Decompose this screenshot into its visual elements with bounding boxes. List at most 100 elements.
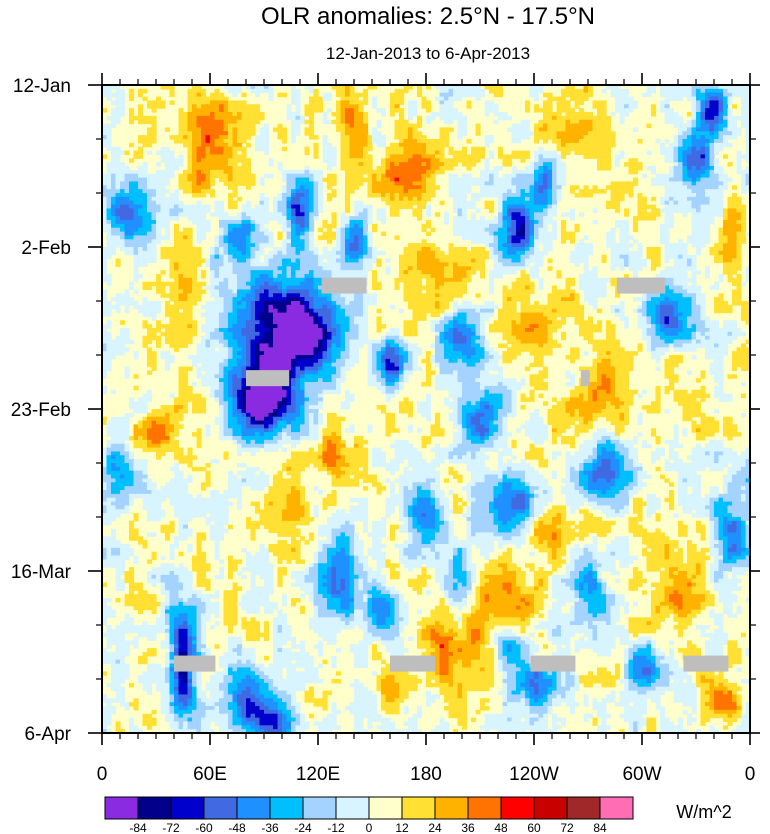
anomaly-cell — [426, 362, 432, 368]
anomaly-cell — [439, 304, 450, 310]
anomaly-cell — [475, 127, 481, 132]
anomaly-cell — [435, 335, 441, 341]
anomaly-cell — [147, 331, 157, 337]
anomaly-cell — [282, 223, 288, 229]
anomaly-cell — [489, 250, 495, 256]
anomaly-cell — [732, 351, 750, 356]
anomaly-cell — [318, 200, 324, 206]
anomaly-cell — [628, 266, 643, 271]
anomaly-cell — [511, 393, 517, 399]
anomaly-cell — [705, 104, 711, 109]
anomaly-cell — [399, 270, 405, 275]
anomaly-cell — [187, 96, 229, 102]
anomaly-cell — [228, 370, 243, 375]
anomaly-cell — [273, 474, 283, 480]
anomaly-field — [102, 85, 750, 733]
anomaly-cell — [129, 493, 193, 499]
anomaly-cell — [448, 193, 468, 198]
anomaly-cell — [237, 439, 247, 445]
anomaly-cell — [322, 266, 342, 271]
anomaly-cell — [174, 347, 180, 352]
anomaly-cell — [367, 382, 382, 387]
anomaly-cell — [529, 362, 544, 368]
anomaly-cell — [232, 405, 238, 410]
anomaly-cell — [376, 316, 382, 321]
anomaly-cell — [291, 119, 306, 125]
anomaly-cell — [417, 254, 436, 260]
anomaly-cell — [250, 416, 256, 422]
anomaly-cell — [286, 200, 292, 206]
anomaly-cell — [570, 474, 580, 480]
anomaly-cell — [129, 112, 135, 117]
anomaly-cell — [507, 127, 531, 132]
anomaly-cell — [385, 466, 400, 472]
anomaly-cell — [147, 428, 166, 433]
anomaly-cell — [651, 347, 657, 352]
anomaly-cell — [457, 123, 468, 129]
anomaly-cell — [664, 324, 679, 329]
anomaly-cell — [178, 185, 193, 190]
anomaly-cell — [273, 208, 279, 213]
anomaly-cell — [408, 243, 436, 248]
anomaly-cell — [372, 96, 378, 102]
anomaly-cell — [237, 312, 252, 318]
anomaly-cell — [210, 266, 220, 271]
anomaly-cell — [399, 308, 405, 314]
anomaly-cell — [178, 108, 184, 113]
anomaly-cell — [579, 366, 598, 372]
anomaly-cell — [147, 389, 153, 395]
anomaly-cell — [426, 108, 432, 113]
anomaly-cell — [637, 304, 643, 310]
anomaly-cell — [678, 139, 684, 144]
anomaly-cell — [475, 131, 481, 136]
anomaly-cell — [246, 362, 252, 368]
anomaly-cell — [610, 181, 639, 186]
anomaly-cell — [709, 544, 715, 549]
anomaly-cell — [520, 528, 531, 534]
anomaly-cell — [169, 92, 175, 98]
anomaly-cell — [219, 227, 225, 233]
anomaly-cell — [610, 378, 616, 383]
anomaly-cell — [421, 513, 427, 518]
anomaly-cell — [349, 520, 355, 526]
anomaly-cell — [214, 204, 225, 210]
anomaly-cell — [219, 216, 243, 221]
anomaly-cell — [687, 455, 715, 460]
anomaly-cell — [462, 513, 472, 518]
anomaly-cell — [403, 297, 454, 302]
anomaly-cell — [741, 173, 747, 179]
anomaly-cell — [727, 235, 738, 240]
anomaly-cell — [570, 239, 576, 244]
anomaly-cell — [309, 100, 324, 105]
anomaly-cell — [358, 258, 364, 264]
anomaly-cell — [619, 239, 630, 244]
anomaly-cell — [255, 85, 265, 90]
anomaly-cell — [637, 316, 648, 321]
anomaly-cell — [327, 239, 333, 244]
anomaly-cell — [682, 428, 688, 433]
anomaly-cell — [592, 393, 598, 399]
anomaly-cell — [187, 297, 202, 302]
anomaly-cell — [471, 150, 486, 156]
anomaly-cell — [624, 466, 643, 472]
anomaly-cell — [115, 478, 135, 483]
anomaly-cell — [102, 92, 126, 98]
anomaly-cell — [106, 547, 112, 553]
anomaly-cell — [268, 258, 283, 264]
anomaly-cell — [214, 544, 220, 549]
anomaly-cell — [349, 540, 355, 545]
anomaly-cell — [462, 424, 468, 429]
anomaly-cell — [187, 451, 193, 456]
anomaly-cell — [277, 439, 301, 445]
anomaly-cell — [372, 544, 387, 549]
anomaly-cell — [471, 524, 499, 530]
anomaly-cell — [250, 277, 256, 283]
anomaly-cell — [390, 92, 405, 98]
anomaly-cell — [471, 474, 486, 480]
anomaly-cell — [534, 193, 549, 198]
anomaly-cell — [547, 416, 585, 422]
anomaly-cell — [259, 517, 283, 522]
anomaly-cell — [196, 347, 216, 352]
anomaly-cell — [250, 258, 261, 264]
anomaly-cell — [723, 540, 729, 545]
